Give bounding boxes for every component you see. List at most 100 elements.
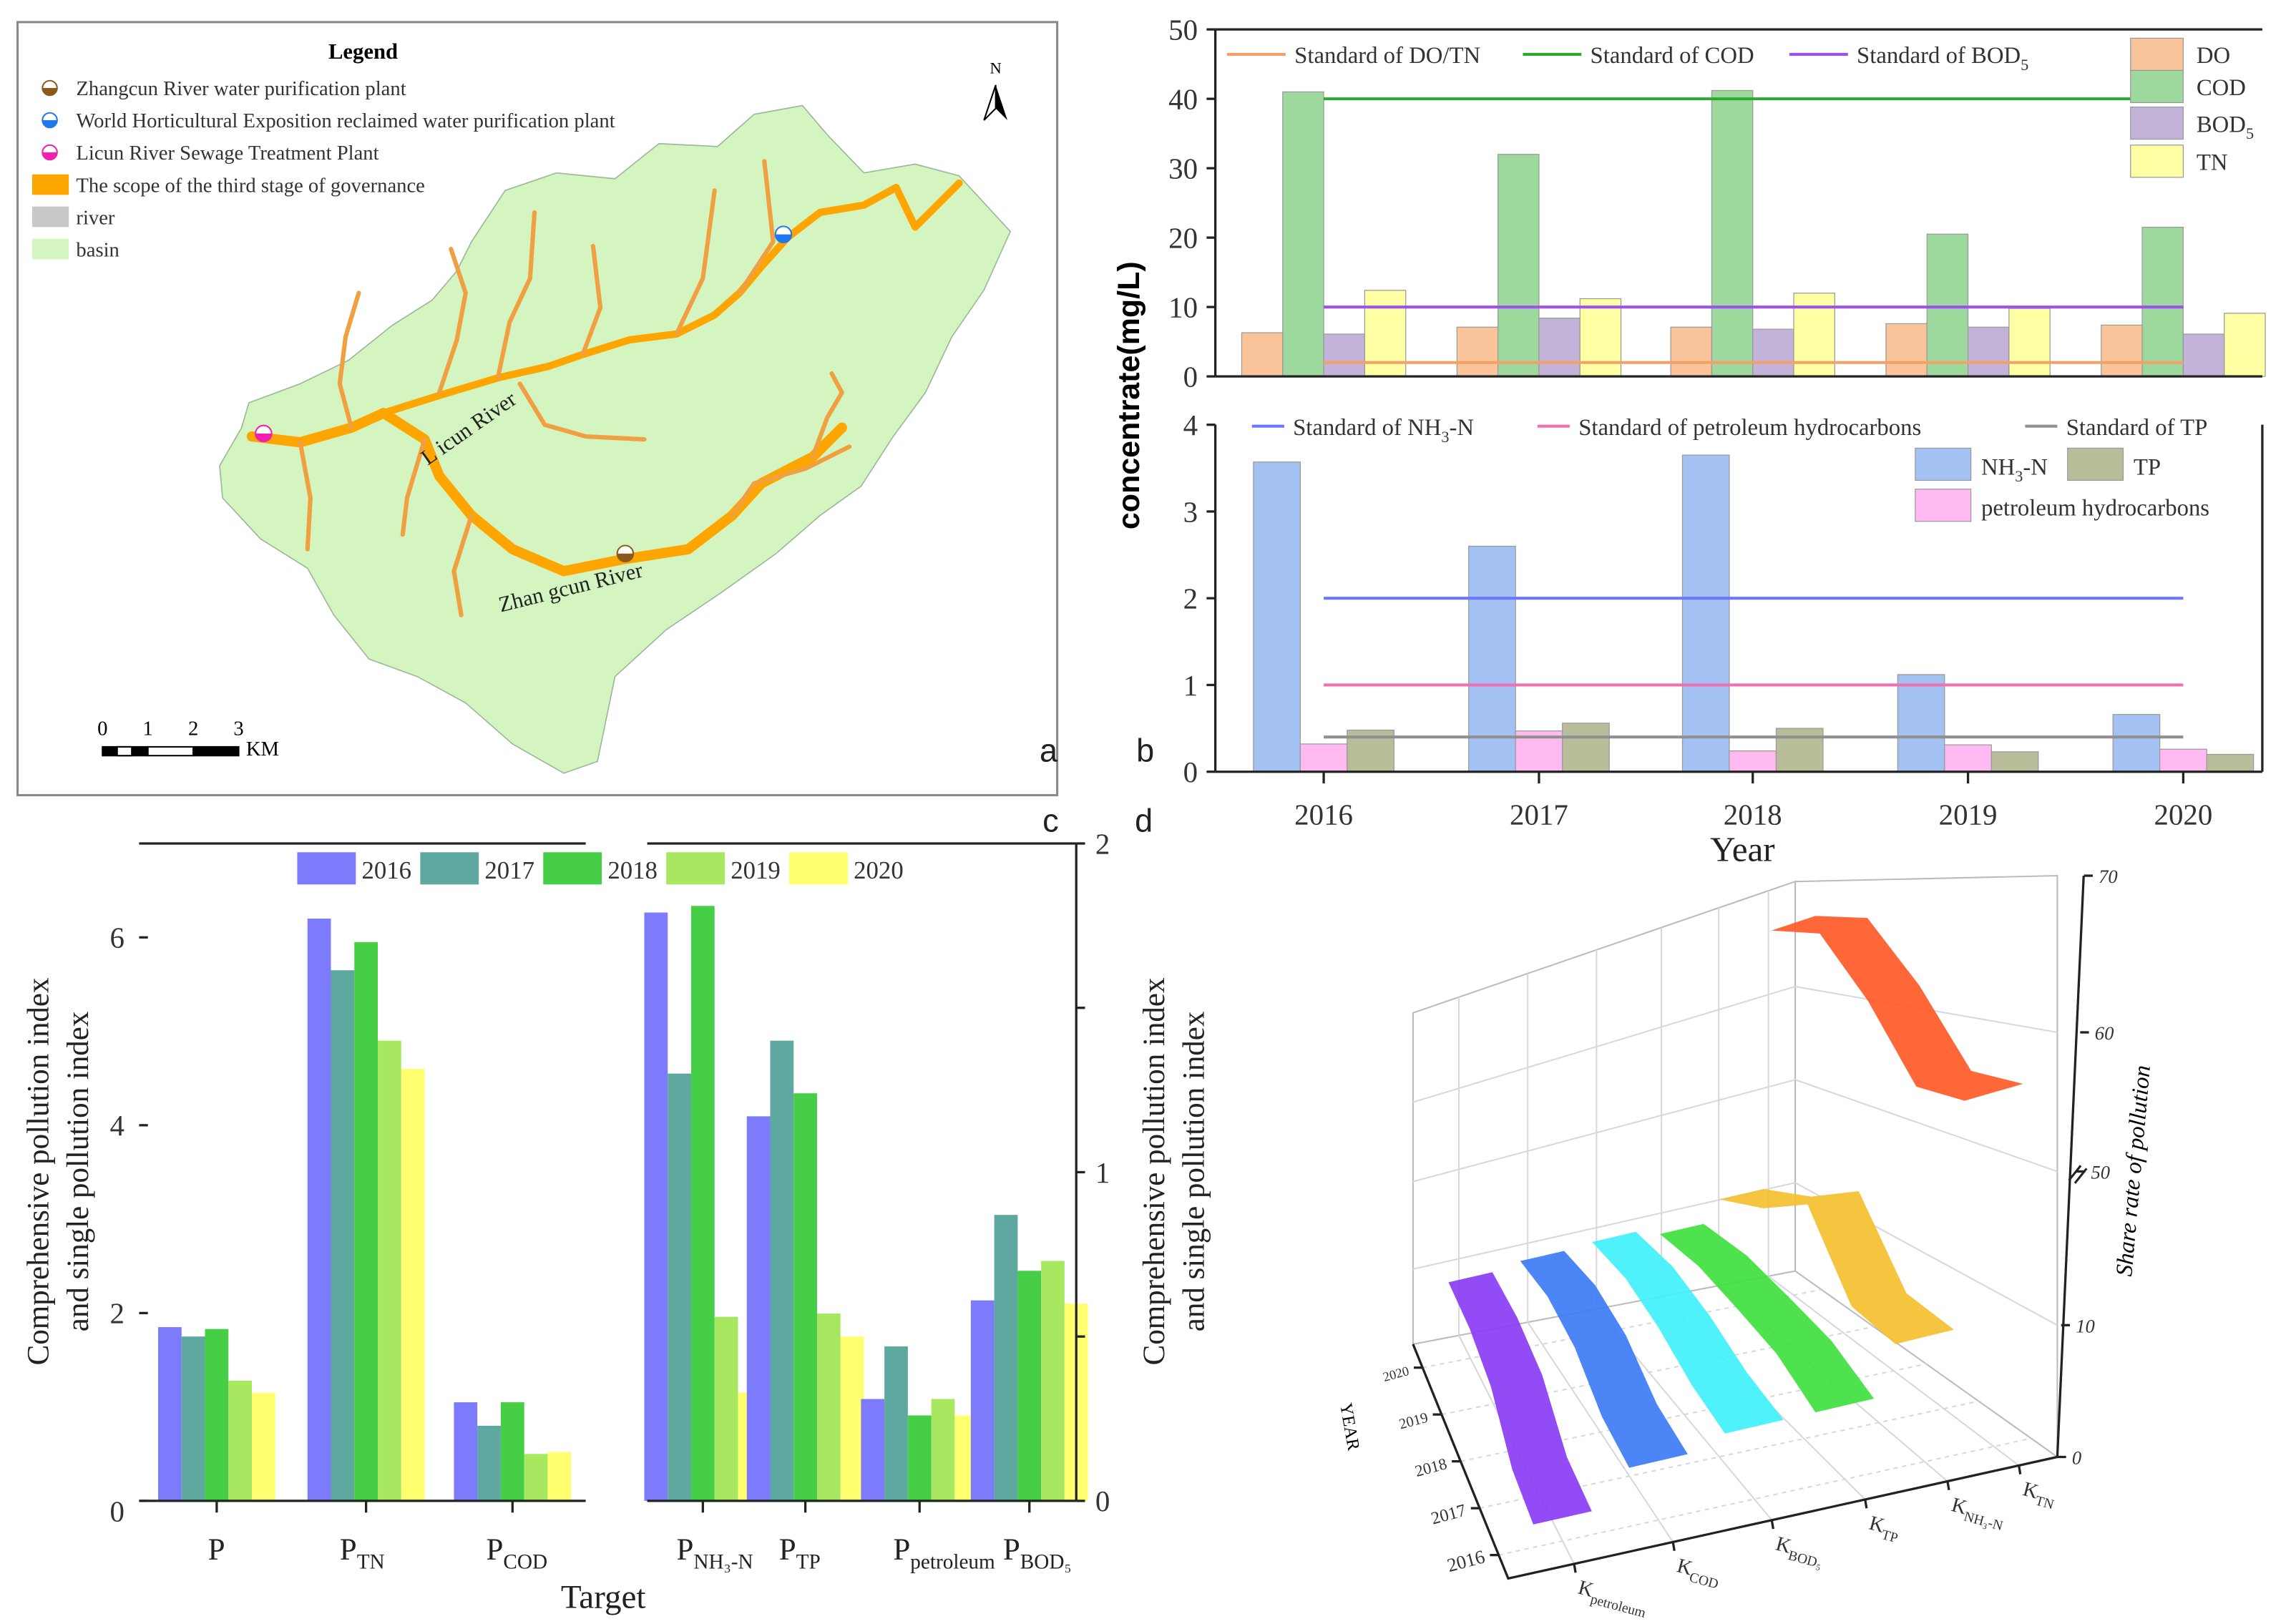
category-label: KBOD₅ [1772, 1532, 1827, 1572]
bar-cod-2020 [2141, 226, 2184, 377]
river-network [246, 159, 963, 617]
chart-b-top: 0 10 20 30 40 50 Standard of DO/TN Standard of … [1168, 14, 2266, 393]
x-tick-label: PNH₃-N [677, 1533, 753, 1574]
category-tick [1573, 1563, 1577, 1573]
bar-do-2017 [1456, 326, 1499, 377]
legend-label: DO [2197, 43, 2230, 69]
panel-a-map: L icun River Zhan gcun River Legend Zhan… [16, 21, 1059, 796]
axis-break-icon [2068, 1165, 2088, 1184]
year-tick-label: 2018 [1413, 1454, 1449, 1480]
legend-swatch [543, 852, 602, 885]
bar-bod-2016 [1323, 333, 1366, 377]
bar-2020 [401, 1069, 425, 1501]
bar-petroleum-2020 [2159, 748, 2207, 773]
legend-swatch [2130, 69, 2184, 104]
bar-2018 [690, 906, 715, 1501]
year-tick-label: 2017 [1429, 1501, 1467, 1529]
bar-2017 [994, 1215, 1018, 1501]
legend-item-label: World Horticultural Exposition reclaimed… [76, 109, 615, 132]
ribbon-nh₃-n [1719, 1188, 1954, 1344]
legend-marker-fill [42, 152, 57, 160]
bar-tp-2017 [1562, 723, 1610, 773]
legend-swatch [2130, 145, 2184, 178]
bar-2019 [714, 1316, 738, 1501]
category-label: KNH₃-N [1948, 1493, 2008, 1534]
legend-label: 2016 [361, 856, 411, 884]
x-tick-label: 2018 [1724, 798, 1782, 831]
y-tick-label: 4 [1183, 409, 1198, 441]
y-tick-label: 4 [109, 1110, 124, 1142]
bar-2018 [500, 1402, 524, 1501]
panel-label-b: b [1136, 732, 1154, 768]
c-left-y-title-line1: Comprehensive pollution index [22, 978, 56, 1366]
bar-2020 [547, 1452, 572, 1501]
bar-nh-2018 [1681, 454, 1730, 773]
tributary [495, 210, 537, 381]
bar-bod-2020 [2182, 333, 2225, 377]
legend-label: Standard of petroleum hydrocarbons [1578, 415, 1921, 441]
right-y-tick-label: 2 [1095, 828, 1110, 860]
ribbon-tn [1771, 916, 2023, 1101]
bar-tp-2020 [2206, 753, 2255, 773]
legend-label: Standard of TP [2066, 415, 2208, 441]
y-tick-label: 10 [1168, 291, 1198, 323]
y-tick-label: 20 [1168, 222, 1198, 254]
bar-2019 [931, 1399, 955, 1501]
year-tick-label: 2019 [1397, 1410, 1430, 1433]
legend-item-label: basin [76, 238, 119, 261]
x-tick-label: PCOD [486, 1533, 547, 1574]
c-left-y-title-line2: and single pollution index [62, 1012, 95, 1332]
bar-tn-2017 [1579, 298, 1622, 377]
bar-2020 [840, 1336, 864, 1501]
bar-cod-2018 [1711, 89, 1754, 377]
legend-title: Legend [328, 39, 398, 64]
tributary [400, 437, 427, 537]
z-tick-label: 0 [2072, 1447, 2081, 1469]
legend-item-label: river [76, 206, 115, 229]
bar-2017 [770, 1040, 794, 1501]
tributary [451, 513, 474, 617]
y-tick-label: 50 [1168, 14, 1198, 46]
c-right-y-title-line2: and single pollution index [1177, 1012, 1211, 1332]
floor-gridline [1422, 1288, 1822, 1369]
bar-2016 [970, 1300, 995, 1501]
y-tick-label: 1 [1183, 670, 1198, 702]
floor-axes [1412, 1344, 2058, 1580]
panel-label-c: c [1042, 803, 1059, 839]
panel-label-d: d [1135, 803, 1153, 839]
x-tick-label: 2019 [1939, 798, 1998, 831]
bar-do-2018 [1670, 326, 1713, 377]
year-tick-label: 2020 [1382, 1364, 1411, 1384]
category-tick [1864, 1499, 1868, 1509]
floor-gridline [1498, 1437, 2031, 1556]
z-tick-label: 50 [2091, 1162, 2110, 1183]
legend-label: TN [2197, 150, 2228, 176]
main-river [246, 408, 847, 577]
d-year-axis-title: YEAR [1336, 1402, 1363, 1452]
legend-label: Standard of DO/TN [1294, 43, 1480, 69]
c-x-axis-title: Target [561, 1578, 646, 1615]
legend-label: 2019 [731, 856, 781, 884]
bar-2016 [454, 1402, 478, 1501]
plant-marker-fill [255, 433, 272, 442]
legend-swatch [420, 852, 479, 885]
c-right-y-title-line1: Comprehensive pollution index [1138, 978, 1171, 1366]
scale-tick-label: 3 [233, 718, 243, 740]
bar-2018 [205, 1329, 229, 1501]
bar-2016 [158, 1327, 182, 1501]
panel-d-3d-share-rate-chart: 0 10 50 60 70 2016 2017 2018 2019 2020 Kpetroleum K… [1382, 866, 2118, 1621]
plant-markers [255, 225, 793, 563]
ribbon-tp [1659, 1223, 1875, 1413]
legend-label: 2020 [854, 856, 904, 884]
bar-2018 [793, 1093, 817, 1501]
right-y-tick-label: 0 [1095, 1485, 1110, 1517]
bar-tp-2019 [1990, 751, 2039, 773]
z-tick-label: 70 [2099, 866, 2118, 887]
bar-tp-2018 [1775, 728, 1824, 773]
category-tick [1946, 1481, 1950, 1491]
category-label: KTP [1865, 1512, 1902, 1547]
x-tick-label: PBOD₅ [1003, 1533, 1072, 1574]
scale-tick-label: 0 [97, 718, 107, 740]
floor-gridline [1479, 1400, 1979, 1510]
